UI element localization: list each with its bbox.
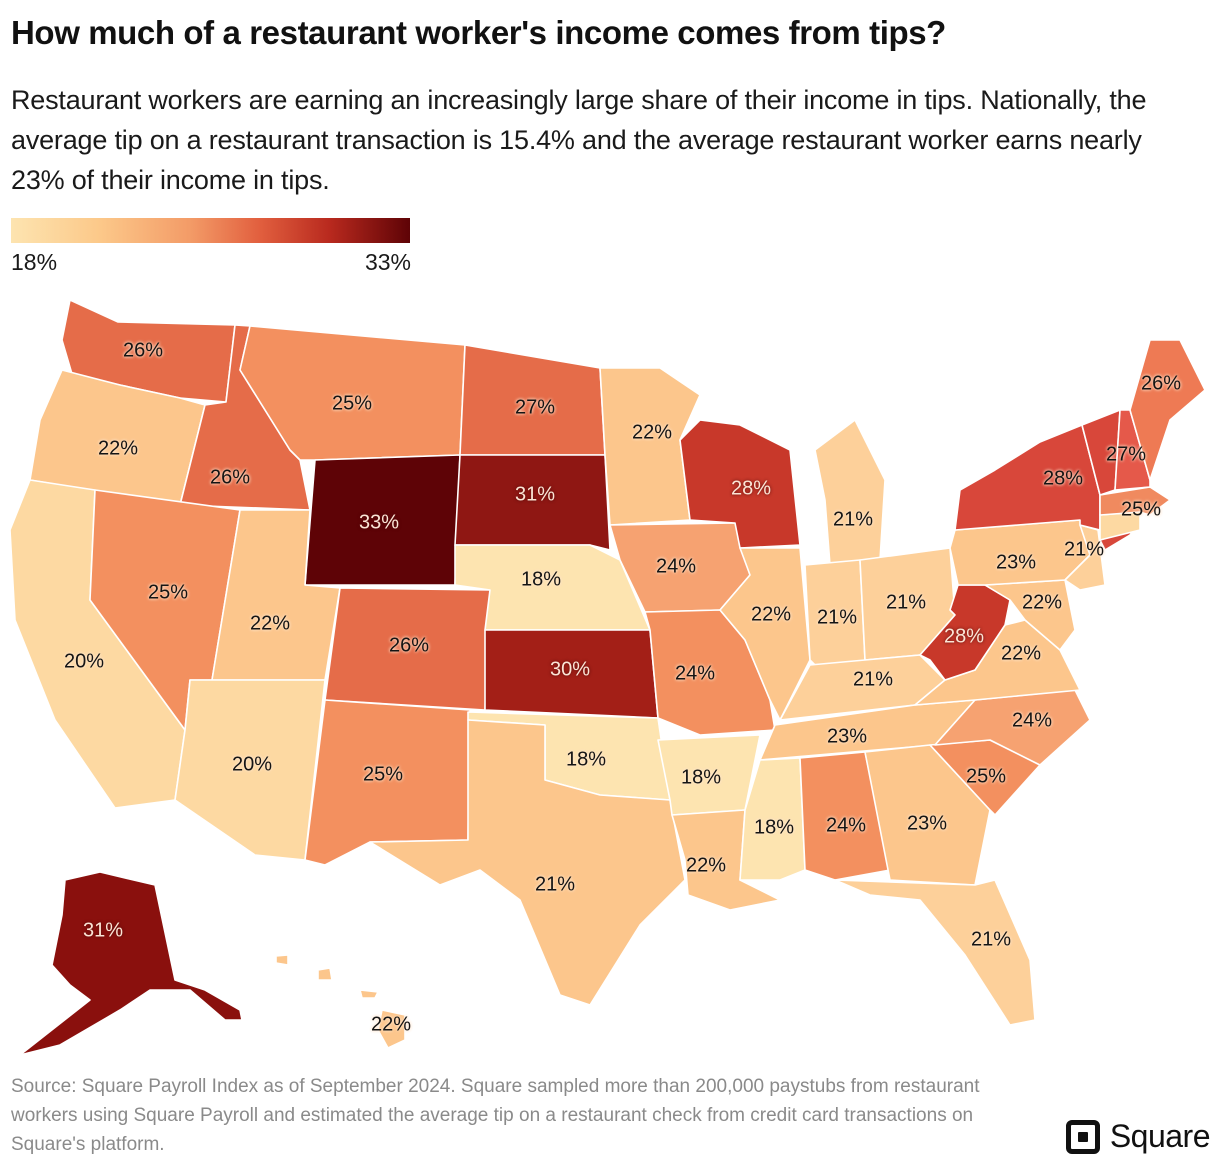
state-label-KY: 21% bbox=[852, 668, 894, 691]
state-label-TN: 23% bbox=[826, 725, 868, 748]
state-label-NE: 18% bbox=[520, 568, 562, 591]
color-legend: 18% 33% bbox=[11, 218, 411, 276]
source-note: Source: Square Payroll Index as of Septe… bbox=[11, 1076, 980, 1155]
state-TX[interactable] bbox=[369, 719, 686, 1006]
state-label-AK: 31% bbox=[82, 919, 124, 942]
state-label-CA: 20% bbox=[63, 650, 105, 673]
state-AK[interactable] bbox=[19, 871, 243, 1056]
state-label-MN: 22% bbox=[631, 421, 673, 444]
state-label-AR: 18% bbox=[680, 766, 722, 789]
state-NH[interactable] bbox=[1114, 409, 1151, 491]
state-label-ND: 27% bbox=[514, 396, 556, 419]
state-AL[interactable] bbox=[799, 751, 891, 881]
state-label-AZ: 20% bbox=[231, 753, 273, 776]
state-label-NY: 28% bbox=[1042, 467, 1084, 490]
state-label-WV: 28% bbox=[943, 625, 985, 648]
state-MI[interactable] bbox=[814, 419, 886, 566]
state-label-NC: 24% bbox=[1011, 709, 1053, 732]
us-choropleth-map: 26% 22% 20% 26% 25% 25% 33% 22% 20% 26% 25% 27% 31% 1… bbox=[0, 280, 1220, 1060]
state-FL[interactable] bbox=[834, 879, 1036, 1026]
state-AZ[interactable] bbox=[174, 679, 326, 861]
state-label-VA: 22% bbox=[1000, 642, 1042, 665]
state-label-WI: 28% bbox=[730, 477, 772, 500]
state-label-HI: 22% bbox=[370, 1013, 412, 1036]
state-label-MS: 18% bbox=[753, 816, 795, 839]
state-HI-2[interactable] bbox=[317, 967, 333, 981]
state-label-GA: 23% bbox=[906, 812, 948, 835]
state-label-NJ: 21% bbox=[1063, 538, 1105, 561]
state-HI[interactable] bbox=[275, 954, 289, 966]
square-logo: Square bbox=[1065, 1118, 1211, 1155]
legend-max-label: 33% bbox=[364, 249, 411, 275]
state-label-LA: 22% bbox=[685, 854, 727, 877]
state-label-NH: 27% bbox=[1105, 443, 1147, 466]
state-label-TX: 21% bbox=[534, 873, 576, 896]
state-HI-4[interactable] bbox=[377, 1009, 406, 1049]
state-label-WY: 33% bbox=[358, 511, 400, 534]
state-HI-3[interactable] bbox=[359, 989, 379, 999]
state-label-WA: 26% bbox=[122, 339, 164, 362]
chart-title: How much of a restaurant worker's income… bbox=[11, 14, 946, 51]
state-label-SC: 25% bbox=[965, 765, 1007, 788]
state-label-MO: 24% bbox=[674, 662, 716, 685]
state-label-UT: 22% bbox=[249, 612, 291, 635]
state-label-OK: 18% bbox=[565, 748, 607, 771]
legend-gradient-bar bbox=[11, 218, 410, 243]
state-label-ID: 26% bbox=[209, 466, 251, 489]
state-ME[interactable] bbox=[1129, 339, 1206, 481]
state-label-KS: 30% bbox=[549, 658, 591, 681]
state-label-MI: 21% bbox=[832, 508, 874, 531]
state-IL[interactable] bbox=[719, 547, 811, 721]
state-label-CO: 26% bbox=[388, 634, 430, 657]
state-label-SD: 31% bbox=[514, 483, 556, 506]
state-label-PA: 23% bbox=[995, 551, 1037, 574]
state-label-IN: 21% bbox=[816, 606, 858, 629]
brand-name: Square bbox=[1109, 1118, 1211, 1154]
state-label-MD: 22% bbox=[1021, 591, 1063, 614]
state-label-MT: 25% bbox=[331, 392, 373, 415]
state-label-NM: 25% bbox=[362, 763, 404, 786]
state-label-AL: 24% bbox=[825, 814, 867, 837]
legend-min-label: 18% bbox=[11, 249, 58, 275]
state-SD[interactable] bbox=[454, 454, 611, 551]
state-GA[interactable] bbox=[864, 744, 991, 886]
state-label-MA: 25% bbox=[1120, 498, 1162, 521]
state-label-IL: 22% bbox=[750, 603, 792, 626]
square-logo-icon bbox=[1065, 1119, 1100, 1154]
state-label-FL: 21% bbox=[970, 928, 1012, 951]
state-label-IA: 24% bbox=[655, 555, 697, 578]
chart-subtitle: Restaurant workers are earning an increa… bbox=[11, 85, 1147, 195]
map-svg bbox=[9, 299, 1206, 1056]
state-label-OH: 21% bbox=[885, 591, 927, 614]
state-label-ME: 26% bbox=[1140, 372, 1182, 395]
state-label-NV: 25% bbox=[147, 581, 189, 604]
state-label-OR: 22% bbox=[97, 437, 139, 460]
